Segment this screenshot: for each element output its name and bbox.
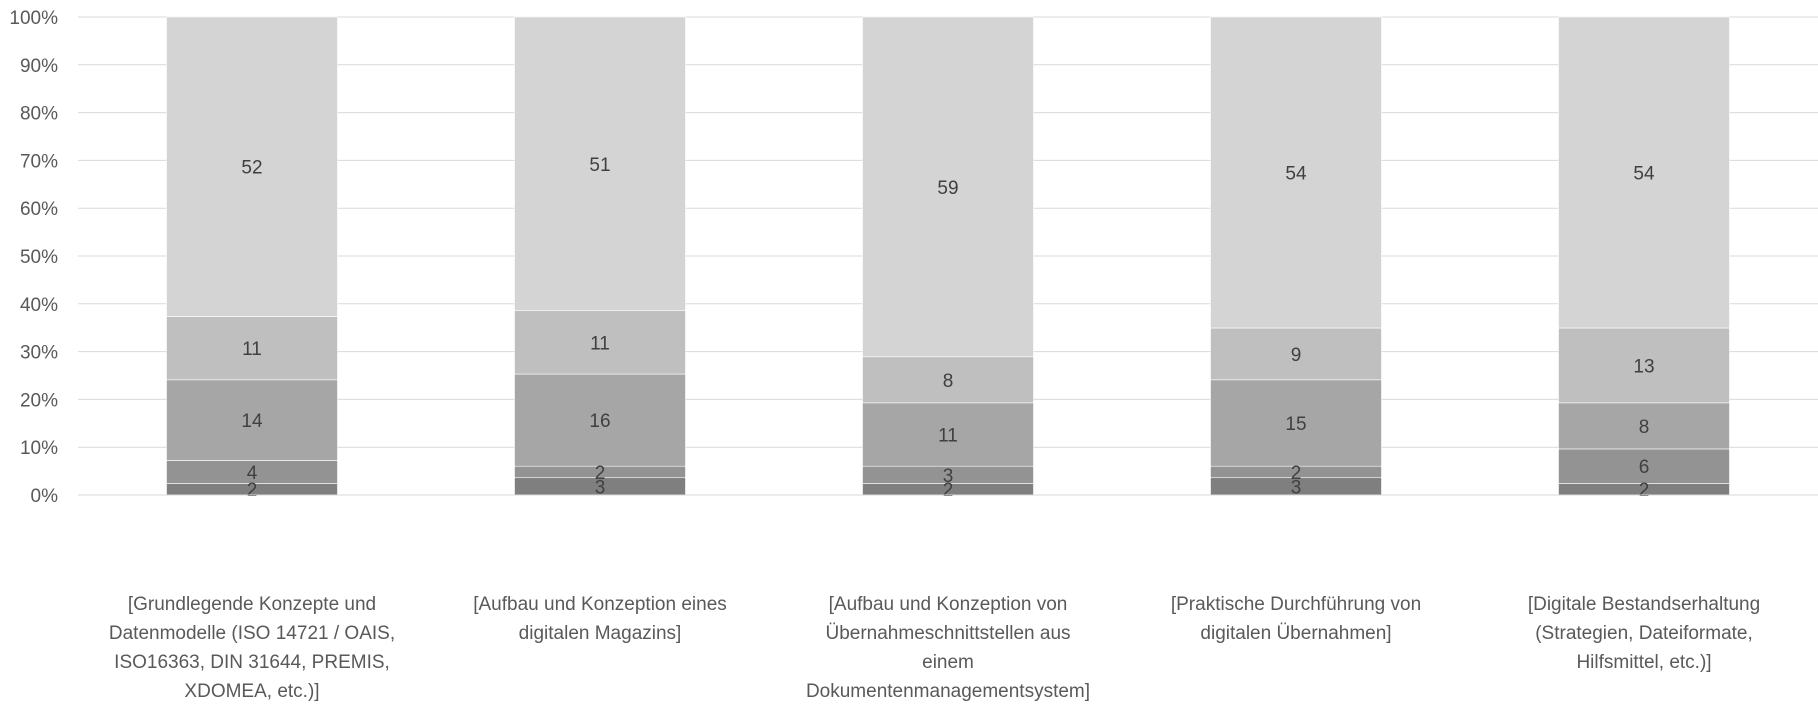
x-category-label-line: [Digitale Bestandserhaltung — [1527, 594, 1761, 615]
y-tick-label: 100% — [9, 8, 58, 29]
data-label: 4 — [247, 463, 258, 484]
x-category-label-line: digitalen Übernahmen] — [1200, 623, 1392, 644]
data-label: 54 — [1285, 163, 1307, 184]
x-category-label-line: Hilfsmittel, etc.)] — [1576, 652, 1712, 673]
x-category-label-line: [Praktische Durchführung von — [1170, 594, 1422, 615]
x-category-label-line: XDOMEA, etc.)] — [184, 681, 320, 702]
x-category-label: [Grundlegende Konzepte und Datenmodelle (… — [102, 590, 402, 706]
x-category-label-line: Datenmodelle (ISO 14721 / OAIS, — [108, 623, 396, 644]
data-label: 3 — [1291, 477, 1302, 498]
y-tick-label: 50% — [20, 247, 58, 268]
data-label: 2 — [247, 480, 258, 501]
x-category-label-line: Dokumentenmanagementsystem] — [805, 681, 1091, 702]
data-label: 2 — [595, 463, 606, 484]
data-label: 14 — [241, 411, 263, 432]
x-category-label-line: [Aufbau und Konzeption eines — [473, 594, 727, 615]
bar-segment — [1210, 327, 1382, 381]
data-label: 2 — [1639, 480, 1650, 501]
x-category-label-line: (Strategien, Dateiformate, — [1535, 623, 1753, 644]
x-category-label: [Aufbau und Konzeption von Übernahmeschni… — [798, 590, 1098, 706]
data-label: 52 — [241, 158, 262, 179]
y-axis-ticks: 0% 10% 20% 30% 40% 50% 60% 70% 80% 90% 100% — [9, 8, 58, 507]
x-category-label-line: ISO16363, DIN 31644, PREMIS, — [114, 652, 390, 673]
bar-segments — [166, 16, 1730, 496]
bar-segment — [514, 373, 686, 467]
bar-segment — [1558, 402, 1730, 450]
x-category-label: [Praktische Durchführung von digitalen Üb… — [1146, 590, 1446, 648]
data-label: 13 — [1633, 356, 1654, 377]
data-label: 51 — [589, 155, 610, 176]
bar-segment — [862, 402, 1034, 467]
bar-segment — [1558, 448, 1730, 484]
x-category-label-line: [Grundlegende Konzepte und — [127, 594, 377, 615]
data-label: 3 — [595, 477, 606, 498]
bar-segment — [1210, 16, 1382, 329]
data-label: 11 — [590, 333, 610, 354]
data-label: 9 — [1291, 345, 1302, 366]
bar-segment — [166, 379, 338, 461]
data-label: 2 — [943, 480, 954, 501]
x-category-label-line: Übernahmeschnittstellen aus — [825, 623, 1071, 644]
bar-segment — [1558, 16, 1730, 329]
y-tick-label: 70% — [20, 151, 58, 172]
x-category-label-line: digitalen Magazins] — [518, 623, 682, 644]
y-tick-label: 90% — [20, 56, 58, 77]
bar-segment — [514, 16, 686, 312]
bar-segment — [862, 16, 1034, 358]
data-label: 54 — [1633, 163, 1655, 184]
y-tick-label: 40% — [20, 295, 58, 316]
bar-segment — [1210, 379, 1382, 467]
x-category-label: [Aufbau und Konzeption eines digitalen Ma… — [450, 590, 750, 648]
x-category-label-line: einem — [922, 652, 974, 673]
y-tick-label: 20% — [20, 390, 58, 411]
data-label: 15 — [1285, 414, 1306, 435]
data-label: 6 — [1639, 457, 1650, 478]
data-label: 8 — [1639, 417, 1650, 438]
data-label: 16 — [589, 411, 610, 432]
x-category-label-line: [Aufbau und Konzeption von — [828, 594, 1068, 615]
data-label: 8 — [943, 371, 954, 392]
data-label: 3 — [943, 466, 954, 487]
data-label: 11 — [938, 426, 958, 447]
data-label: 11 — [242, 339, 262, 360]
y-tick-label: 60% — [20, 199, 58, 220]
bar-segment — [862, 356, 1034, 404]
bar-segment — [166, 16, 338, 317]
data-label: 2 — [1291, 463, 1302, 484]
y-tick-label: 30% — [20, 343, 58, 364]
y-tick-label: 80% — [20, 104, 58, 125]
bar-segment — [514, 310, 686, 375]
y-tick-label: 10% — [20, 438, 58, 459]
data-label: 59 — [937, 178, 958, 199]
y-tick-label: 0% — [31, 486, 59, 507]
x-category-label: [Digitale Bestandserhaltung (Strategien, … — [1494, 590, 1794, 677]
